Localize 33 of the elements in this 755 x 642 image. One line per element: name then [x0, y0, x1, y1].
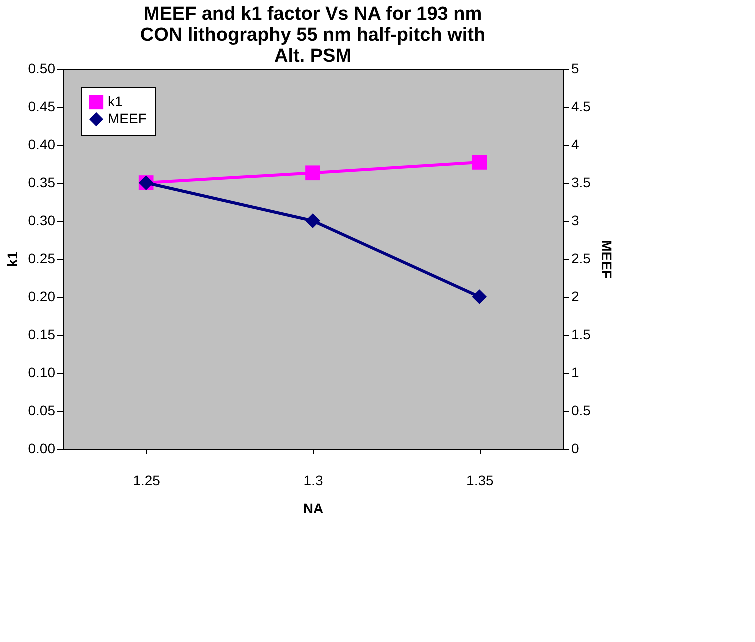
- y2-tick-label: 3.5: [572, 174, 592, 190]
- y2-tick-label: 5: [572, 60, 580, 76]
- y2-tick-label: 1: [572, 364, 580, 380]
- y2-axis-title: MEEF: [598, 240, 615, 280]
- y-tick-label: 0.25: [28, 250, 56, 266]
- x-axis-title: NA: [303, 500, 324, 516]
- y-tick-label: 0.05: [28, 402, 56, 418]
- x-tick-label: 1.35: [466, 472, 494, 488]
- y-axis-title: k1: [4, 252, 20, 268]
- y2-tick-label: 4.5: [572, 98, 592, 114]
- y-tick-label: 0.50: [28, 60, 56, 76]
- y2-tick-label: 1.5: [572, 326, 592, 342]
- y2-tick-label: 2.5: [572, 250, 592, 266]
- y-tick-label: 0.45: [28, 98, 56, 114]
- y2-tick-label: 3: [572, 212, 580, 228]
- y-tick-label: 0.40: [28, 136, 56, 152]
- y-tick-label: 0.00: [28, 440, 56, 456]
- y2-tick-label: 0: [572, 440, 580, 456]
- legend-label: k1: [108, 94, 123, 110]
- y-tick-label: 0.30: [28, 212, 56, 228]
- y-tick-label: 0.10: [28, 364, 56, 380]
- y2-tick-label: 2: [572, 288, 580, 304]
- x-tick-label: 1.3: [304, 472, 324, 488]
- point: [306, 166, 320, 181]
- y2-tick-label: 4: [572, 136, 580, 152]
- legend-label: MEEF: [108, 110, 147, 126]
- y2-tick-label: 0.5: [572, 402, 592, 418]
- x-tick-label: 1.25: [133, 472, 161, 488]
- chart-title: MEEF and k1 factor Vs NA for 193 nm CON lithography 55 nm half-pitch with Alt. PSM: [140, 4, 486, 67]
- point: [472, 155, 488, 170]
- y-tick-label: 0.35: [28, 174, 56, 190]
- y-tick-label: 0.15: [28, 326, 56, 342]
- y-tick-label: 0.20: [28, 288, 56, 304]
